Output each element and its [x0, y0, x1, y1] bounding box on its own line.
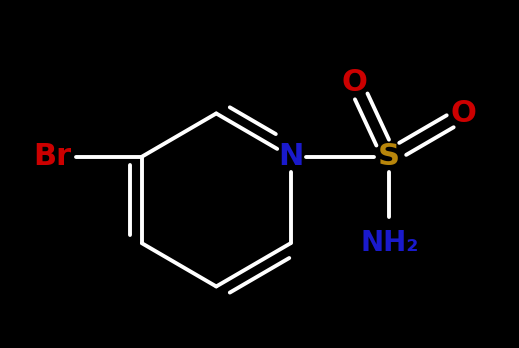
Text: O: O: [342, 68, 367, 97]
Text: S: S: [378, 142, 400, 171]
Text: NH₂: NH₂: [360, 229, 418, 257]
Text: N: N: [278, 142, 303, 171]
Text: O: O: [450, 99, 476, 128]
Text: Br: Br: [33, 142, 71, 171]
